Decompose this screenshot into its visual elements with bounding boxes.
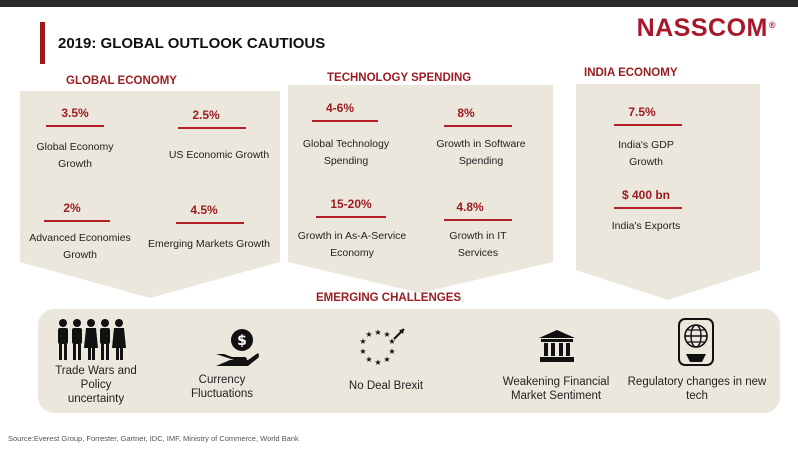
metric-underline bbox=[614, 207, 682, 209]
metric-underline bbox=[614, 124, 682, 126]
label-line-2: Growth bbox=[63, 249, 97, 261]
label-line-1: Global Technology bbox=[302, 138, 390, 150]
svg-text:★: ★ bbox=[388, 347, 395, 356]
label-line-2: Spending bbox=[323, 155, 369, 167]
global-growth-value: 3.5% bbox=[61, 106, 89, 120]
svg-text:★: ★ bbox=[365, 330, 372, 339]
label-line-2: tech bbox=[686, 390, 708, 402]
india-exports-value: $ 400 bn bbox=[621, 188, 671, 202]
top-bar bbox=[0, 0, 798, 7]
label-line-1: Trade Wars and bbox=[55, 365, 137, 377]
metric-underline bbox=[444, 219, 512, 221]
label-line-2: Policy bbox=[80, 379, 112, 391]
metric-underline bbox=[316, 216, 386, 218]
financial-market-label: Weakening Financial Market Sentiment bbox=[494, 375, 618, 403]
label-line-2: Spending bbox=[458, 155, 504, 167]
india-economy-heading: INDIA ECONOMY bbox=[584, 67, 678, 79]
label-line-1: Currency bbox=[198, 374, 246, 386]
label-line-1: Regulatory changes in new bbox=[627, 376, 767, 388]
metric-underline bbox=[178, 127, 246, 129]
metric-underline bbox=[176, 222, 244, 224]
svg-text:★: ★ bbox=[383, 330, 390, 339]
as-a-service-value: 15-20% bbox=[330, 197, 372, 211]
global-tech-value: 4-6% bbox=[325, 101, 354, 115]
logo-text: NASSCOM bbox=[636, 14, 768, 42]
metric-underline bbox=[46, 125, 104, 127]
label-line-3: uncertainty bbox=[67, 393, 125, 405]
title-accent-bar bbox=[40, 22, 45, 64]
emerging-markets-label: Emerging Markets Growth bbox=[148, 238, 270, 250]
global-tech-label: Global Technology Spending bbox=[290, 136, 402, 170]
metric-underline bbox=[44, 220, 110, 222]
label-line-1: Growth in IT bbox=[449, 230, 507, 242]
label-line-2: Services bbox=[457, 247, 499, 259]
bank-building-icon bbox=[538, 329, 576, 368]
india-gdp-value: 7.5% bbox=[628, 105, 656, 119]
svg-text:★: ★ bbox=[388, 337, 395, 346]
registered-mark: ® bbox=[768, 20, 776, 30]
metric-underline bbox=[444, 125, 512, 127]
advanced-economies-label: Advanced Economies Growth bbox=[20, 230, 140, 264]
globe-tech-icon bbox=[678, 318, 714, 371]
label-line-1: India's GDP bbox=[618, 139, 674, 151]
emerging-markets-value: 4.5% bbox=[190, 203, 218, 217]
software-growth-label: Growth in Software Spending bbox=[422, 136, 540, 170]
us-growth-label: US Economic Growth bbox=[168, 149, 270, 161]
global-growth-label: Global Economy Growth bbox=[20, 139, 130, 173]
india-exports-label: India's Exports bbox=[611, 220, 681, 232]
metric-underline bbox=[312, 120, 378, 122]
people-group-icon bbox=[55, 318, 127, 367]
as-a-service-label: Growth in As-A-Service Economy bbox=[290, 228, 414, 262]
emerging-challenges-heading: EMERGING CHALLENGES bbox=[316, 292, 462, 304]
nasscom-logo: NASSCOM® bbox=[637, 14, 776, 43]
it-services-value: 4.8% bbox=[456, 200, 484, 214]
label-line-1: Growth in As-A-Service bbox=[297, 230, 407, 242]
label-line-1: Weakening Financial bbox=[502, 376, 610, 388]
label-line-2: Growth bbox=[629, 156, 663, 168]
india-panel bbox=[576, 84, 760, 300]
label-line-1: Growth in Software bbox=[436, 138, 526, 150]
svg-text:★: ★ bbox=[365, 355, 372, 364]
us-growth-value: 2.5% bbox=[192, 108, 220, 122]
label-line-1: Global Economy bbox=[36, 141, 114, 153]
trade-wars-label: Trade Wars and Policy uncertainty bbox=[48, 364, 144, 406]
svg-text:$: $ bbox=[237, 333, 247, 349]
svg-text:★: ★ bbox=[374, 328, 381, 337]
label-line-2: Economy bbox=[330, 247, 374, 259]
technology-panel bbox=[288, 85, 553, 293]
source-note: Source:Everest Group, Forrester, Gartner… bbox=[8, 434, 299, 443]
challenges-panel bbox=[38, 309, 780, 413]
technology-spending-heading: TECHNOLOGY SPENDING bbox=[327, 72, 472, 84]
svg-text:★: ★ bbox=[359, 337, 366, 346]
svg-text:★: ★ bbox=[374, 358, 381, 367]
page-title: 2019: GLOBAL OUTLOOK CAUTIOUS bbox=[58, 35, 326, 52]
advanced-economies-value: 2% bbox=[63, 201, 81, 215]
global-economy-heading: GLOBAL ECONOMY bbox=[66, 75, 177, 87]
regulatory-label: Regulatory changes in new tech bbox=[622, 375, 772, 403]
eu-stars-icon: ★ ★ ★ ★ ★ ★ ★ ★ ★ ★ bbox=[358, 327, 408, 374]
global-economy-panel bbox=[20, 91, 280, 298]
india-gdp-label: India's GDP Growth bbox=[596, 137, 696, 171]
svg-text:★: ★ bbox=[359, 347, 366, 356]
svg-text:★: ★ bbox=[383, 355, 390, 364]
software-growth-value: 8% bbox=[457, 106, 475, 120]
label-line-2: Growth bbox=[58, 158, 92, 170]
it-services-label: Growth in IT Services bbox=[428, 228, 528, 262]
currency-hand-icon: $ bbox=[214, 328, 260, 373]
label-line-1: Advanced Economies bbox=[29, 232, 131, 244]
label-line-2: Fluctuations bbox=[190, 388, 253, 400]
label-line-2: Market Sentiment bbox=[510, 390, 602, 402]
brexit-label: No Deal Brexit bbox=[348, 380, 424, 392]
currency-label: Currency Fluctuations bbox=[174, 373, 270, 401]
